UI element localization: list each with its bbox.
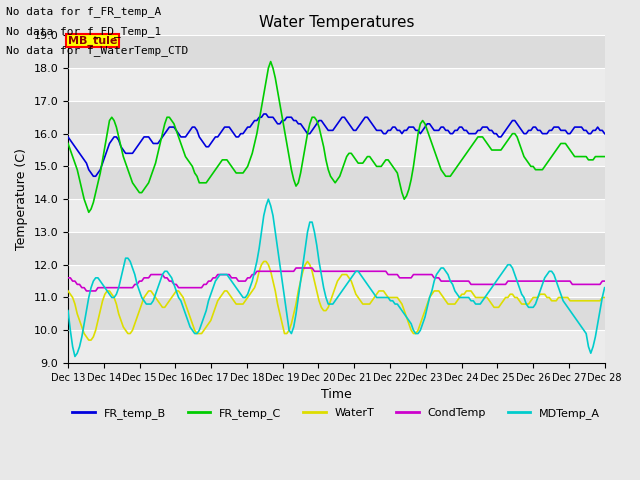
Bar: [68, 199, 605, 232]
CondTemp: [269, 268, 277, 274]
WaterT: [223, 288, 231, 294]
WaterT: [580, 298, 588, 304]
CondTemp: [292, 265, 300, 271]
FR_temp_C: [575, 154, 583, 159]
FR_temp_B: [223, 124, 231, 130]
MDTemp_A: [101, 285, 109, 290]
MDTemp_A: [412, 331, 420, 336]
Title: Water Temperatures: Water Temperatures: [259, 15, 414, 30]
Bar: [68, 330, 605, 363]
CondTemp: [575, 281, 583, 287]
Text: No data for f_WaterTemp_CTD: No data for f_WaterTemp_CTD: [6, 45, 189, 56]
Bar: [68, 232, 605, 265]
MDTemp_A: [575, 321, 583, 326]
FR_temp_B: [575, 124, 583, 130]
WaterT: [101, 291, 109, 297]
Text: No data for f_FR_temp_A: No data for f_FR_temp_A: [6, 6, 162, 17]
FR_temp_C: [271, 75, 279, 81]
FR_temp_B: [271, 118, 279, 123]
FR_temp_C: [412, 147, 420, 153]
WaterT: [601, 295, 609, 300]
FR_temp_B: [90, 173, 97, 179]
Line: WaterT: WaterT: [68, 262, 605, 340]
CondTemp: [412, 272, 420, 277]
CondTemp: [83, 288, 90, 294]
X-axis label: Time: Time: [321, 388, 352, 401]
MDTemp_A: [271, 229, 279, 235]
Bar: [68, 101, 605, 133]
MDTemp_A: [223, 272, 231, 277]
FR_temp_C: [267, 59, 275, 64]
CondTemp: [601, 278, 609, 284]
FR_temp_B: [101, 154, 109, 159]
Bar: [68, 265, 605, 298]
FR_temp_B: [601, 131, 609, 136]
Bar: [68, 68, 605, 101]
Line: MDTemp_A: MDTemp_A: [68, 199, 605, 357]
FR_temp_B: [580, 128, 588, 133]
MDTemp_A: [64, 308, 72, 313]
Legend: FR_temp_B, FR_temp_C, WaterT, CondTemp, MDTemp_A: FR_temp_B, FR_temp_C, WaterT, CondTemp, …: [68, 403, 605, 423]
Bar: [68, 36, 605, 68]
FR_temp_C: [101, 144, 109, 150]
WaterT: [64, 288, 72, 294]
WaterT: [271, 288, 279, 294]
MDTemp_A: [264, 196, 272, 202]
Text: MB_tule: MB_tule: [68, 36, 117, 46]
FR_temp_C: [85, 209, 93, 215]
FR_temp_B: [260, 111, 268, 117]
Line: CondTemp: CondTemp: [68, 268, 605, 291]
WaterT: [260, 259, 268, 264]
Bar: [68, 167, 605, 199]
Text: No data for f_FD_Temp_1: No data for f_FD_Temp_1: [6, 25, 162, 36]
Y-axis label: Temperature (C): Temperature (C): [15, 148, 28, 250]
CondTemp: [101, 285, 109, 290]
MDTemp_A: [580, 327, 588, 333]
Bar: [68, 298, 605, 330]
MDTemp_A: [71, 354, 79, 360]
CondTemp: [223, 272, 231, 277]
Line: FR_temp_C: FR_temp_C: [68, 61, 605, 212]
FR_temp_C: [223, 157, 231, 163]
WaterT: [85, 337, 93, 343]
CondTemp: [580, 281, 588, 287]
WaterT: [575, 298, 583, 304]
Bar: [68, 133, 605, 167]
MDTemp_A: [601, 285, 609, 290]
WaterT: [412, 331, 420, 336]
FR_temp_C: [64, 141, 72, 146]
FR_temp_B: [412, 128, 420, 133]
FR_temp_B: [64, 134, 72, 140]
FR_temp_C: [601, 154, 609, 159]
Line: FR_temp_B: FR_temp_B: [68, 114, 605, 176]
FR_temp_C: [580, 154, 588, 159]
CondTemp: [64, 275, 72, 281]
